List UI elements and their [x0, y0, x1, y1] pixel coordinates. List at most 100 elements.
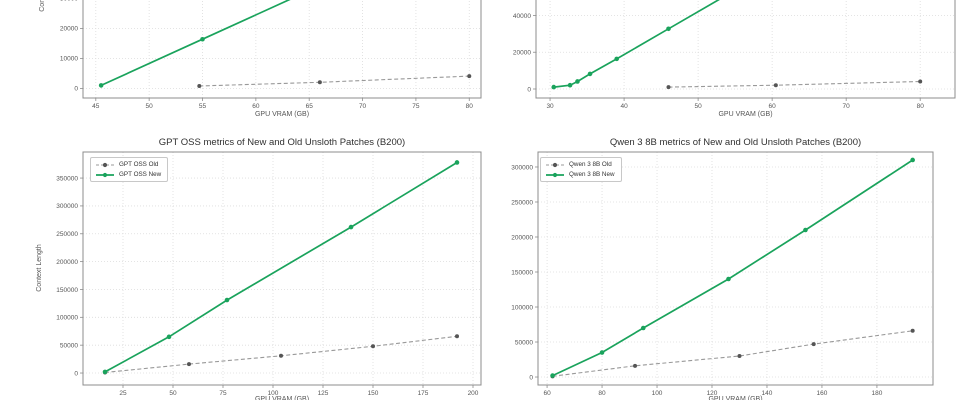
plot-border	[535, 0, 956, 99]
plot-svg: 25 50 75 100 125 150 175 200 0 50000 100000 150000 2…	[56, 151, 482, 397]
x-axis-label: GPU VRAM (GB)	[254, 111, 310, 118]
data-point-new	[98, 83, 104, 88]
chart-panel-top-left: 45 50 55 60 65 70 75 80 0 10000 20000 30000 Context…	[0, 0, 489, 130]
plot-svg: 45 50 55 60 65 70 75 80 0 10000 20000 30000	[60, 0, 482, 110]
legend: Qwen 3 8B Old Qwen 3 8B New	[540, 157, 622, 182]
x-tick-label: 65	[306, 103, 314, 110]
x-tick-label: 120	[707, 390, 718, 397]
y-tick-label: 30000	[60, 0, 78, 3]
data-point-old	[918, 79, 923, 84]
plot-svg: 60 80 100 120 140 160 180 0 50000 100000 150000 200…	[511, 151, 934, 397]
x-tick-label: 55	[199, 103, 207, 110]
y-tick-label: 0	[529, 374, 533, 381]
y-tick-label: 250000	[511, 199, 533, 206]
x-tick-label: 80	[917, 103, 925, 110]
data-point-new	[348, 224, 354, 230]
data-point-new	[567, 82, 573, 88]
data-point-old	[197, 84, 202, 88]
series-line-new	[104, 161, 458, 373]
y-tick-label: 0	[74, 370, 78, 377]
x-tick-label: 200	[468, 390, 479, 397]
x-tick-label: 70	[843, 103, 851, 110]
y-tick-label: 100000	[56, 315, 78, 322]
data-point-old	[279, 353, 283, 358]
y-tick-label: 0	[527, 86, 531, 93]
y-tick-label: 40000	[513, 13, 531, 20]
y-tick-label: 0	[74, 86, 78, 93]
data-point-old	[317, 80, 322, 85]
y-tick-label: 150000	[511, 269, 533, 276]
legend-item: Qwen 3 8B New	[545, 170, 615, 179]
x-tick-label: 80	[598, 390, 606, 397]
x-tick-label: 25	[119, 390, 127, 397]
x-tick-label: 80	[466, 103, 474, 110]
y-tick-label: 10000	[60, 56, 78, 63]
legend: GPT OSS Old GPT OSS New	[90, 157, 169, 182]
x-tick-label: 40	[620, 103, 628, 110]
series-line-new	[552, 159, 914, 377]
y-tick-label: 200000	[511, 234, 533, 241]
x-tick-label: 75	[219, 390, 227, 397]
legend-swatch	[96, 162, 114, 167]
chart-panel-bottom-left: 25 50 75 100 125 150 175 200 0 50000 100000 150000 2…	[0, 130, 489, 400]
plot-border	[537, 151, 934, 386]
x-axis-label: GPU VRAM (GB)	[708, 396, 763, 400]
y-tick-label: 50000	[60, 342, 78, 349]
x-tick-label: 50	[146, 103, 154, 110]
data-point-new	[550, 373, 555, 378]
legend-label: Qwen 3 8B New	[569, 171, 615, 178]
x-tick-label: 160	[817, 390, 828, 397]
y-tick-label: 200000	[56, 259, 78, 266]
data-point-new	[102, 369, 108, 375]
data-point-new	[666, 26, 671, 32]
data-point-new	[224, 297, 230, 303]
x-tick-label: 100	[652, 390, 663, 397]
legend-swatch	[546, 162, 564, 167]
data-point-old	[187, 362, 191, 367]
x-axis-label: GPU VRAM (GB)	[718, 111, 773, 118]
data-point-old	[737, 354, 742, 359]
data-point-new	[640, 325, 646, 331]
x-tick-label: 50	[695, 103, 703, 110]
legend-item: GPT OSS New	[95, 170, 161, 179]
y-axis-label: Context Length	[38, 0, 48, 28]
legend-swatch	[96, 172, 114, 177]
legend-item: Qwen 3 8B Old	[545, 160, 615, 169]
data-point-old	[811, 342, 816, 347]
chart-panel-bottom-right: 60 80 100 120 140 160 180 0 50000 100000 150000 200…	[489, 130, 978, 400]
x-tick-label: 60	[543, 390, 551, 397]
plot-svg: 30 40 50 60 70 80 0 20000 40000	[513, 0, 956, 110]
chart-title: GPT OSS metrics of New and Old Unsloth P…	[158, 137, 406, 148]
x-tick-label: 100	[268, 390, 279, 397]
series-line-old	[552, 330, 913, 377]
data-point-new	[200, 36, 205, 42]
series-line-old	[199, 75, 470, 87]
chart-panel-top-right: 30 40 50 60 70 80 0 20000 40000 GPU VRAM (GB)	[489, 0, 978, 130]
data-point-old	[633, 363, 638, 368]
data-point-old	[666, 85, 671, 90]
x-tick-label: 140	[762, 390, 773, 397]
legend-label: Qwen 3 8B Old	[569, 161, 612, 168]
y-tick-label: 50000	[515, 339, 533, 346]
x-tick-label: 30	[546, 103, 554, 110]
series-line-old	[668, 80, 921, 88]
data-point-new	[166, 334, 172, 340]
x-tick-label: 70	[359, 103, 367, 110]
y-tick-label: 300000	[511, 164, 533, 171]
legend-label: GPT OSS New	[119, 171, 162, 178]
x-tick-label: 60	[252, 103, 260, 110]
plot-border	[82, 151, 482, 386]
x-tick-label: 75	[412, 103, 420, 110]
data-point-new	[803, 227, 808, 233]
y-tick-label: 150000	[56, 287, 78, 294]
y-axis-label: Context Length	[36, 244, 43, 292]
y-tick-label: 20000	[513, 50, 531, 57]
legend-label: GPT OSS Old	[119, 161, 159, 168]
x-tick-label: 175	[418, 390, 429, 397]
x-tick-label: 125	[318, 390, 329, 397]
legend-item: GPT OSS Old	[95, 160, 161, 169]
data-point-new	[726, 276, 731, 282]
x-tick-label: 150	[368, 390, 379, 397]
y-tick-label: 350000	[56, 175, 78, 182]
y-tick-label: 100000	[511, 304, 533, 311]
